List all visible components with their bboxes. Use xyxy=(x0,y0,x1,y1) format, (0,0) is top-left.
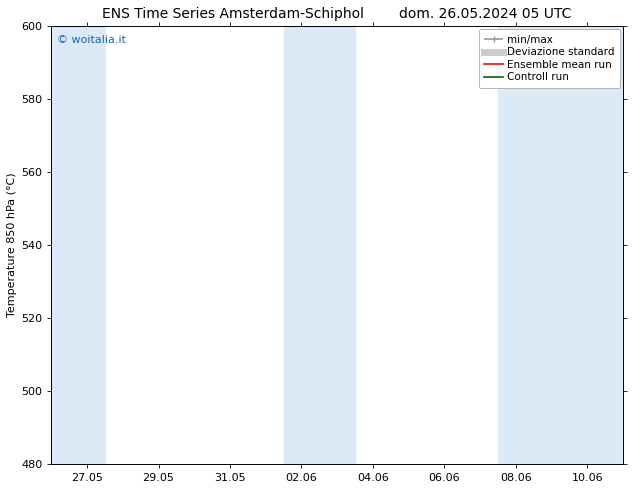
Legend: min/max, Deviazione standard, Ensemble mean run, Controll run: min/max, Deviazione standard, Ensemble m… xyxy=(479,29,620,88)
Bar xyxy=(51,26,105,464)
Bar xyxy=(498,26,623,464)
Bar xyxy=(283,26,355,464)
Y-axis label: Temperature 850 hPa (°C): Temperature 850 hPa (°C) xyxy=(7,173,17,318)
Title: ENS Time Series Amsterdam-Schiphol        dom. 26.05.2024 05 UTC: ENS Time Series Amsterdam-Schiphol dom. … xyxy=(103,7,572,21)
Text: © woitalia.it: © woitalia.it xyxy=(57,35,126,45)
